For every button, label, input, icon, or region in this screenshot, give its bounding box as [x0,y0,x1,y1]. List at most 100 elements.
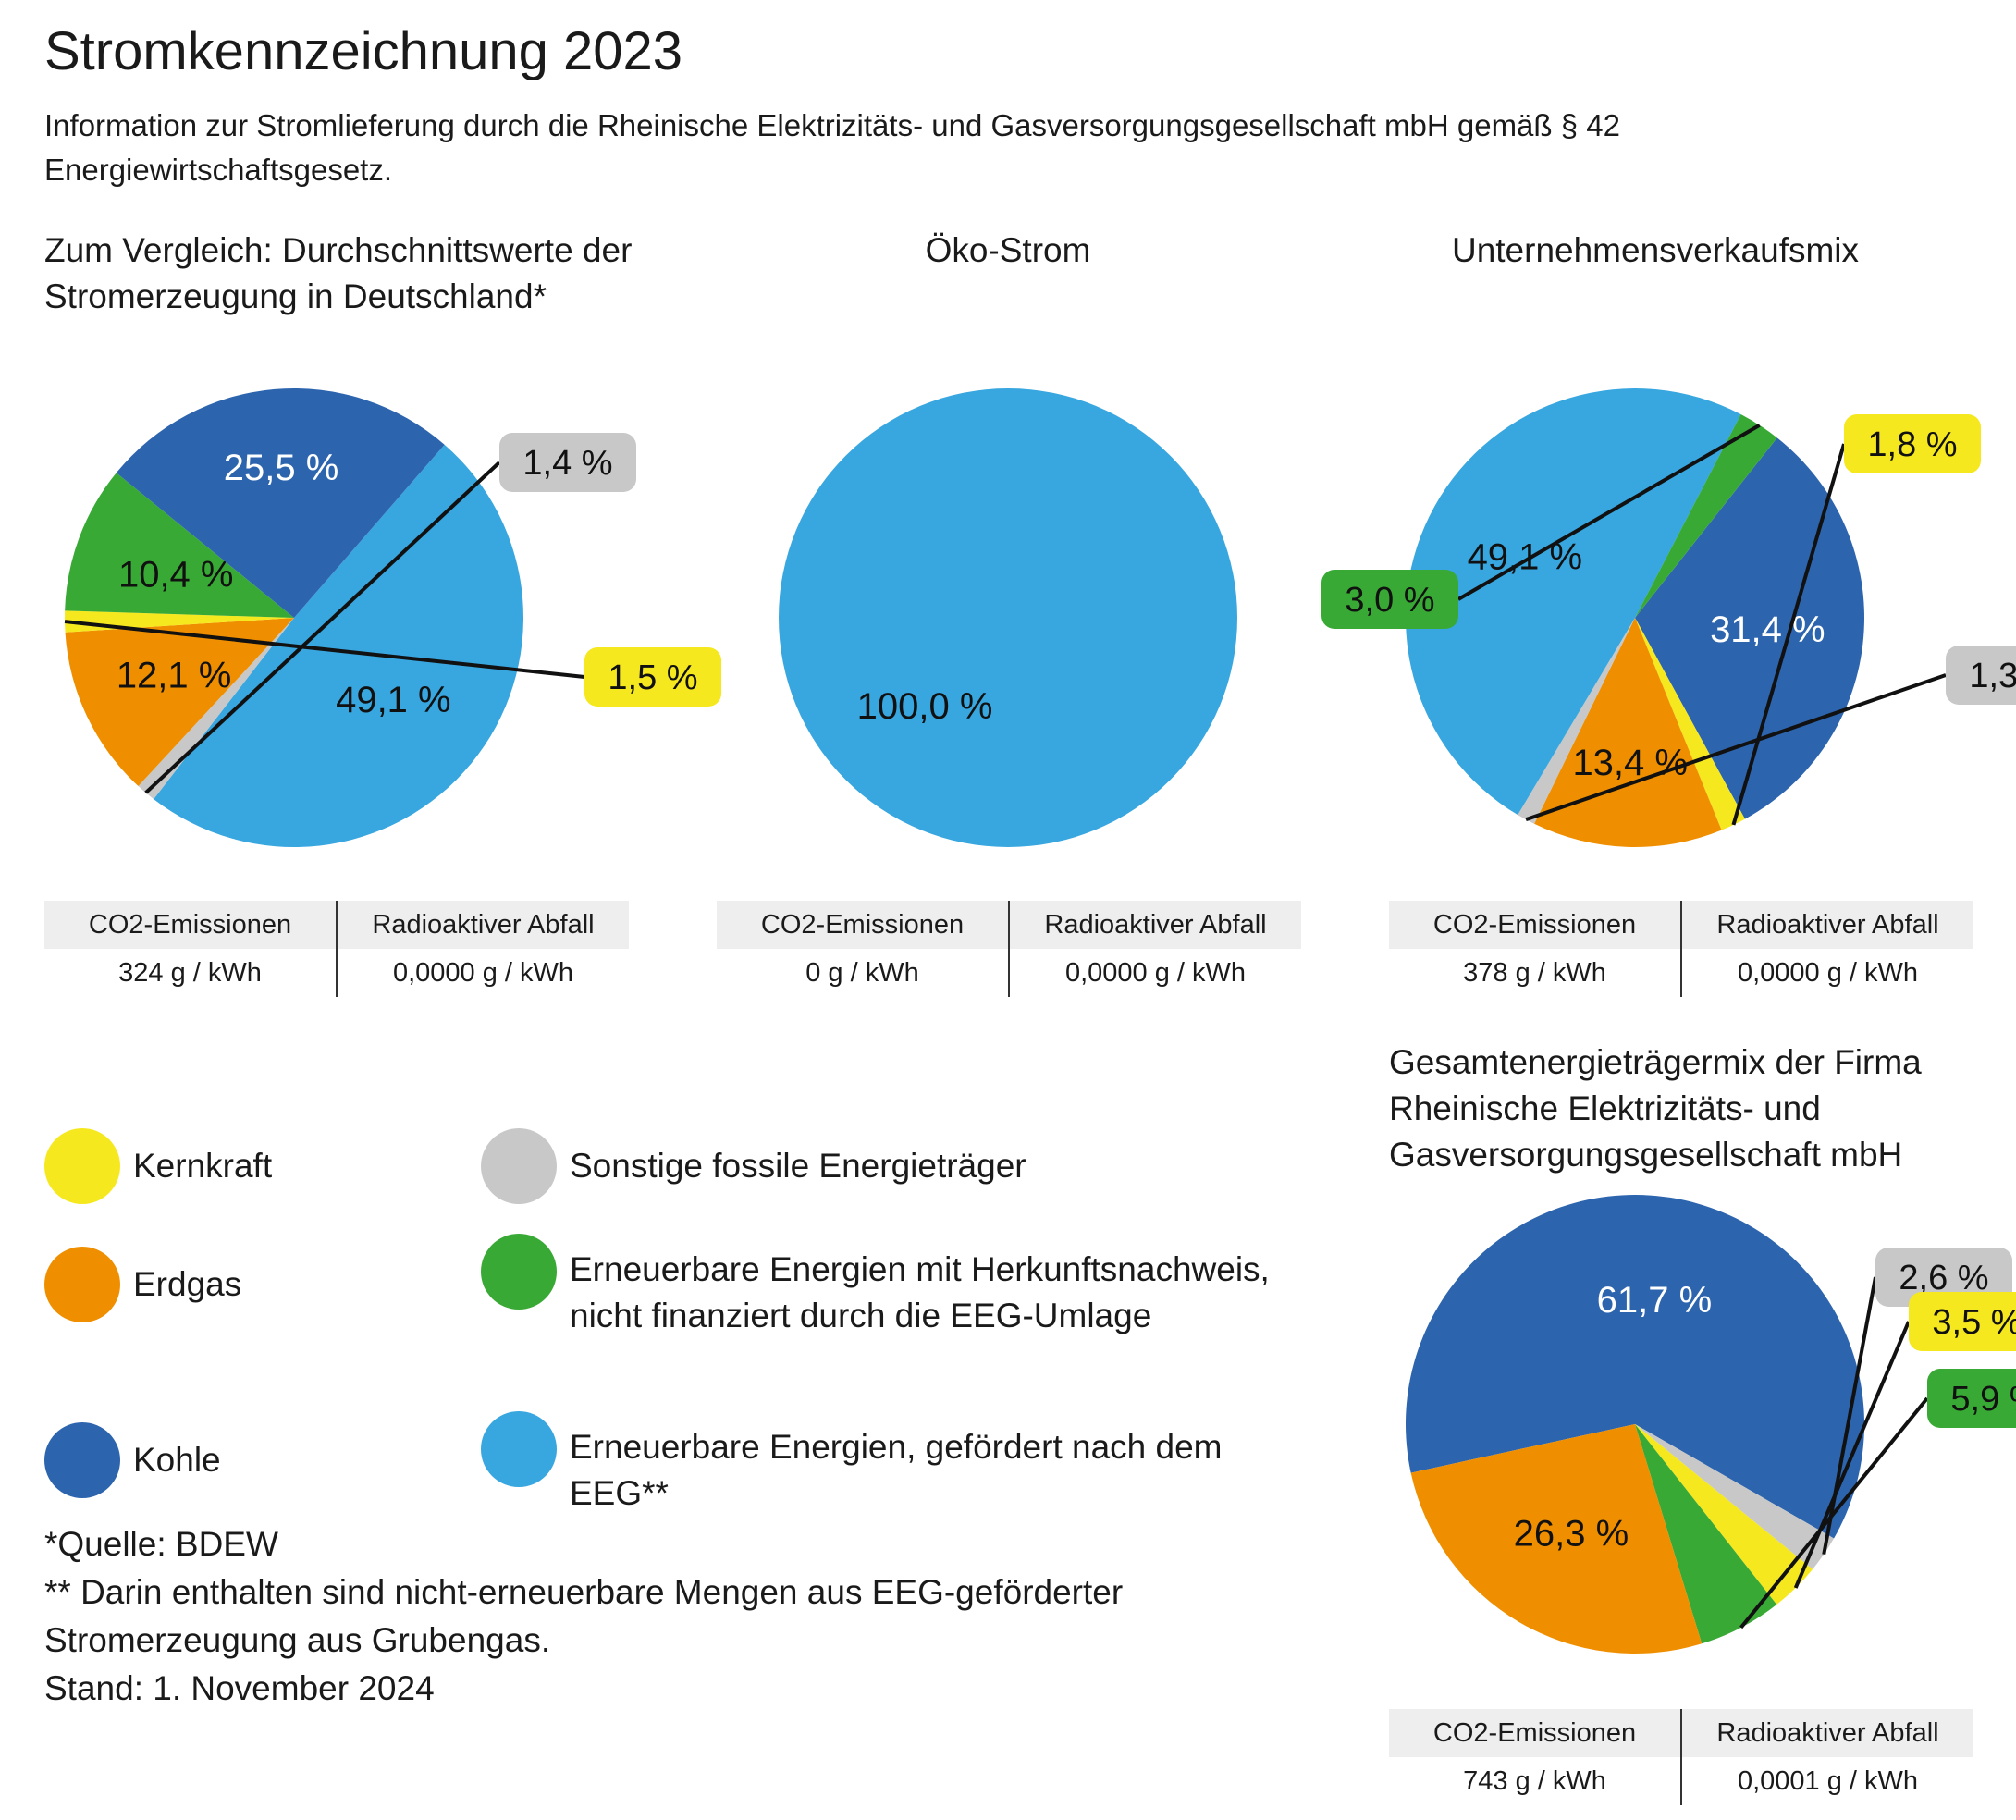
emissions-table-oeko: CO2-Emissionen Radioaktiver Abfall 0 g / … [717,901,1301,997]
slice-label-kernkraft: 1,5 % [608,658,697,697]
legend-swatch [44,1247,120,1322]
slice-label-eeg: 49,1 % [1468,537,1583,578]
callout-box-sonstige [499,433,636,492]
callout-line [1739,1396,1929,1629]
slice-label-sonstige: 1,4 % [522,444,612,483]
radio-value: 0,0001 g / kWh [1737,1765,1919,1796]
callout-line [1525,673,1947,822]
callout-line [1793,1321,1911,1589]
callout-box-kernkraft [1909,1292,2016,1351]
legend-item-erneuerbar-hkn: Erneuerbare Energien mit Herkunftsnachwe… [481,1234,1295,1339]
footnote-source: *Quelle: BDEW [44,1525,278,1563]
slice-label-erdgas: 12,1 % [117,656,232,696]
slice-label-erneuerbar_hkn: 10,4 % [118,554,234,595]
slice-label-kohle: 61,7 % [1597,1280,1713,1321]
legend-label: Sonstige fossile Energieträger [570,1147,1026,1185]
radio-header: Radioaktiver Abfall [1716,1717,1939,1748]
callout-line [1822,1276,1877,1556]
legend-item-eeg: Erneuerbare Energien, gefördert nach dem… [481,1411,1295,1517]
footnote-date: Stand: 1. November 2024 [44,1669,435,1707]
radio-header: Radioaktiver Abfall [372,909,595,940]
slice-label-sonstige: 1,3 % [1969,657,2016,695]
radio-header: Radioaktiver Abfall [1044,909,1267,940]
legend-label: Erdgas [133,1265,242,1303]
legend-swatch [481,1411,557,1487]
co2-header: CO2-Emissionen [717,901,1010,949]
legend-label: Erneuerbare Energien, gefördert nach dem… [570,1428,1223,1512]
chart-title-total-mix: Gesamtenergieträgermix der Firma Rheinis… [1389,1043,1922,1174]
slice-label-eeg: 100,0 % [857,686,993,727]
chart-title-germany: Zum Vergleich: Durchschnittswerte der St… [44,231,633,315]
slice-label-sonstige: 2,6 % [1899,1259,1988,1297]
radio-value: 0,0000 g / kWh [1064,957,1247,988]
pie-chart-0: 49,1 % 1,4 % 12,1 % 1,5 % 10,4 % 25,5 % [64,387,721,848]
pie-slice-erdgas [1410,1424,1703,1654]
page-subtitle: Information zur Stromlieferung durch die… [44,108,1620,187]
legend-swatch [44,1128,120,1204]
pie-chart-3: 61,7 % 2,6 % 3,5 % 5,9 % 26,3 % [1405,1195,2016,1654]
legend-item-kernkraft: Kernkraft [44,1128,451,1204]
legend-item-sonstige: Sonstige fossile Energieträger [481,1128,1295,1204]
chart-title-oeko: Öko-Strom [925,231,1091,269]
legend-swatch [481,1234,557,1310]
chart-title-company-sales: Unternehmensverkaufsmix [1451,231,1860,269]
pie-slice-eeg [1406,388,1741,816]
footnotes: *Quelle: BDEW ** Darin enthalten sind ni… [44,1520,1265,1713]
callout-line [144,461,501,794]
slice-label-erdgas: 13,4 % [1572,743,1688,783]
callout-line [1731,443,1846,826]
legend-item-kohle: Kohle [44,1422,451,1498]
co2-header: CO2-Emissionen [44,901,338,949]
callout-box-erneuerbar_hkn [1927,1369,2016,1428]
pie-slice-erdgas [1534,618,1722,847]
slice-label-kohle: 25,5 % [224,448,339,488]
callout-line [64,620,585,679]
pie-slice-erneuerbar_hkn [1635,414,1777,618]
slice-label-kernkraft: 3,5 % [1932,1303,2016,1342]
co2-header: CO2-Emissionen [1389,901,1682,949]
legend-label: Kohle [133,1441,221,1479]
pie-slice-kohle [1405,1195,1864,1539]
page-title: Stromkennzeichnung 2023 [44,21,683,81]
emissions-table-company-sales: CO2-Emissionen Radioaktiver Abfall 378 g … [1389,901,1973,997]
slice-label-erneuerbar_hkn: 3,0 % [1345,581,1434,620]
slice-label-kernkraft: 1,8 % [1867,425,1957,464]
co2-value: 0 g / kWh [717,949,1010,997]
emissions-table-total-mix: CO2-Emissionen Radioaktiver Abfall 743 g … [1389,1709,1973,1805]
callout-box-erneuerbar_hkn [1321,570,1458,629]
callout-box-kernkraft [584,647,721,707]
footnote-note: ** Darin enthalten sind nicht-erneuerbar… [44,1573,1124,1659]
slice-label-erdgas: 26,3 % [1514,1514,1629,1555]
callout-line [1457,424,1761,601]
co2-value: 324 g / kWh [44,949,338,997]
pie-slice-kernkraft [1635,618,1745,830]
callout-box-sonstige [1946,646,2016,705]
radio-value: 0,0000 g / kWh [392,957,574,988]
legend-label: Erneuerbare Energien mit Herkunftsnachwe… [570,1250,1270,1334]
co2-value: 378 g / kWh [1389,949,1682,997]
pie-chart-2: 31,4 % 1,8 % 13,4 % 1,3 % 49,1 % 3,0 % [1321,388,2016,847]
legend-swatch [44,1422,120,1498]
pie-slice-sonstige [138,618,294,800]
callout-box-kernkraft [1844,414,1981,473]
pie-slice-erneuerbar_hkn [65,473,294,618]
legend-label: Kernkraft [133,1147,273,1185]
co2-value: 743 g / kWh [1389,1757,1682,1805]
pie-chart-1: 100,0 % [779,388,1237,847]
radio-value: 0,0000 g / kWh [1737,957,1919,988]
pie-slice-erdgas [65,618,294,786]
emissions-table-germany: CO2-Emissionen Radioaktiver Abfall 324 g … [44,901,629,997]
pie-slice-kohle [116,387,445,618]
pie-slice-sonstige [1635,1424,1835,1569]
pie-slice-erneuerbar_hkn [1635,1424,1777,1644]
slice-label-eeg: 49,1 % [336,680,451,720]
pie-slice-eeg [154,444,524,848]
slice-label-erneuerbar_hkn: 5,9 % [1950,1380,2016,1419]
pie-slice-eeg [779,388,1237,847]
slice-label-kohle: 31,4 % [1710,609,1825,650]
pie-slice-sonstige [1518,618,1635,824]
radio-header: Radioaktiver Abfall [1716,909,1939,940]
co2-header: CO2-Emissionen [1389,1709,1682,1757]
legend-item-erdgas: Erdgas [44,1247,451,1322]
